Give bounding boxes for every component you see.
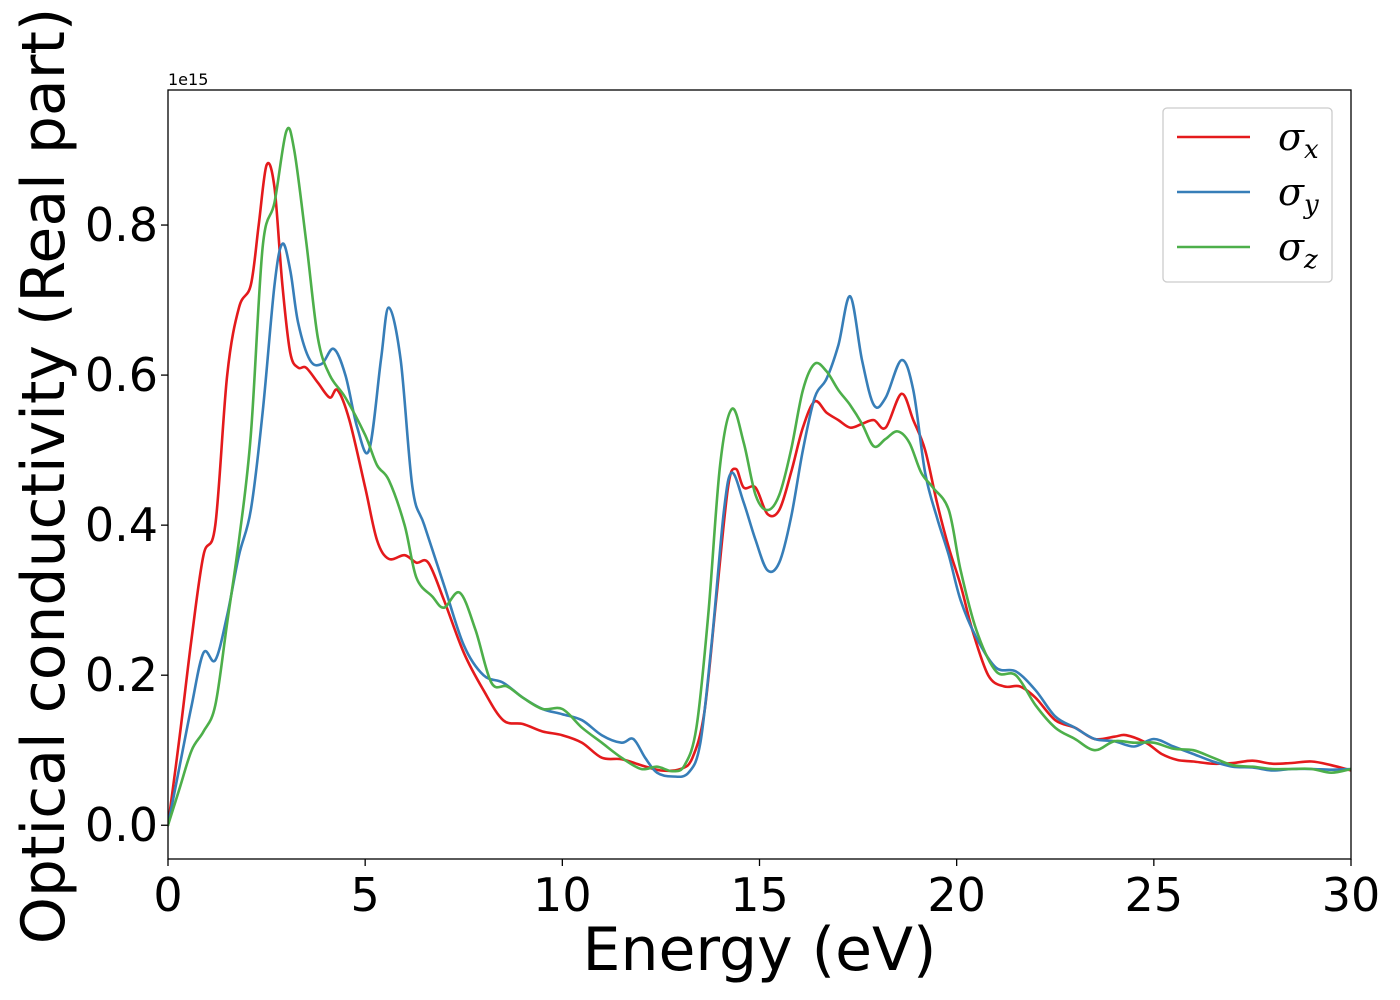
- y-tick-label: 0.2: [85, 648, 158, 702]
- series-line-z: [168, 126, 1351, 827]
- legend-label-y: σy: [1278, 170, 1319, 220]
- y-axis-ticks: 0.0 0.2 0.4 0.6 0.8: [85, 198, 168, 852]
- x-tick-label: 30: [1322, 868, 1381, 922]
- x-tick-label: 15: [730, 868, 789, 922]
- y-offset-label: 1e15: [168, 70, 208, 89]
- x-tick-label: 20: [927, 868, 986, 922]
- y-tick-label: 0.0: [85, 798, 158, 852]
- x-tick-label: 10: [533, 868, 592, 922]
- y-tick-label: 0.8: [85, 198, 158, 252]
- y-tick-label: 0.6: [85, 348, 158, 402]
- x-axis-ticks: 0 5 10 15 20 25 30: [153, 859, 1380, 922]
- series-layer: [168, 126, 1351, 827]
- y-axis-label: Optical conductivity (Real part): [9, 8, 79, 945]
- x-tick-label: 5: [351, 868, 380, 922]
- legend-label-x: σx: [1278, 115, 1319, 165]
- series-line-y: [168, 242, 1351, 827]
- x-axis-label: Energy (eV): [583, 915, 937, 985]
- x-tick-label: 25: [1125, 868, 1184, 922]
- legend-box: [1162, 107, 1333, 283]
- x-tick-label: 0: [153, 868, 182, 922]
- y-tick-label: 0.4: [85, 498, 158, 552]
- legend-label-z: σz: [1278, 225, 1318, 275]
